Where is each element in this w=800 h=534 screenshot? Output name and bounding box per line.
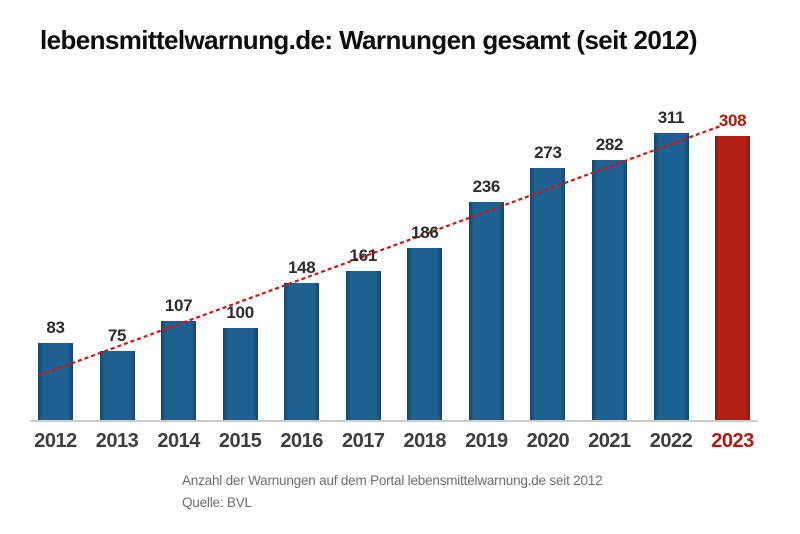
bar-2023	[715, 136, 751, 420]
bar-2021	[591, 160, 627, 420]
x-tick-2018: 2018	[403, 430, 447, 452]
x-tick-2022: 2022	[649, 430, 693, 452]
x-tick-2023: 2023	[711, 430, 754, 452]
x-tick-2017: 2017	[342, 430, 385, 452]
bar-2012	[38, 343, 73, 420]
bar-2017	[345, 271, 381, 420]
bar-2019	[468, 202, 504, 420]
value-label-2022: 311	[657, 108, 685, 127]
x-tick-2016: 2016	[280, 430, 323, 452]
chart-title: lebensmittelwarnung.de: Warnungen gesamt…	[40, 25, 698, 55]
bar-2014	[161, 321, 197, 420]
value-label-2016: 148	[287, 258, 316, 277]
value-label-2020: 273	[534, 143, 562, 162]
x-tick-2020: 2020	[526, 430, 570, 452]
value-label-2018: 186	[411, 223, 439, 242]
bar-2018	[407, 248, 443, 420]
caption-description: Anzahl der Warnungen auf dem Portal lebe…	[182, 473, 603, 488]
value-label-2019: 236	[472, 177, 501, 196]
value-label-2012: 83	[46, 318, 65, 337]
bar-2015	[222, 328, 258, 420]
x-tick-2021: 2021	[588, 430, 631, 452]
value-label-2021: 282	[595, 135, 624, 154]
value-label-2013: 75	[107, 326, 127, 345]
bar-2016	[284, 283, 320, 420]
x-tick-2014: 2014	[157, 430, 200, 452]
x-tick-2019: 2019	[465, 430, 508, 452]
caption: Anzahl der Warnungen auf dem Portal lebe…	[182, 470, 603, 514]
plot-area: 83 75 107 100 148 161 186 236 273 282 311 308	[30, 100, 758, 422]
bar-2013	[99, 351, 135, 420]
bar-2020	[530, 168, 566, 420]
caption-source: Quelle: BVL	[182, 495, 252, 510]
x-tick-2012: 2012	[34, 430, 77, 452]
x-tick-2013: 2013	[95, 430, 139, 452]
x-axis: 2012 2013 2014 2015 2016 2017 2018 2019 2020 2021…	[30, 422, 758, 458]
value-label-2023: 308	[718, 111, 747, 130]
value-label-2014: 107	[164, 296, 193, 315]
bar-2022	[653, 133, 689, 420]
value-label-2015: 100	[226, 303, 254, 322]
value-label-2017: 161	[349, 246, 378, 265]
x-tick-2015: 2015	[218, 430, 262, 452]
